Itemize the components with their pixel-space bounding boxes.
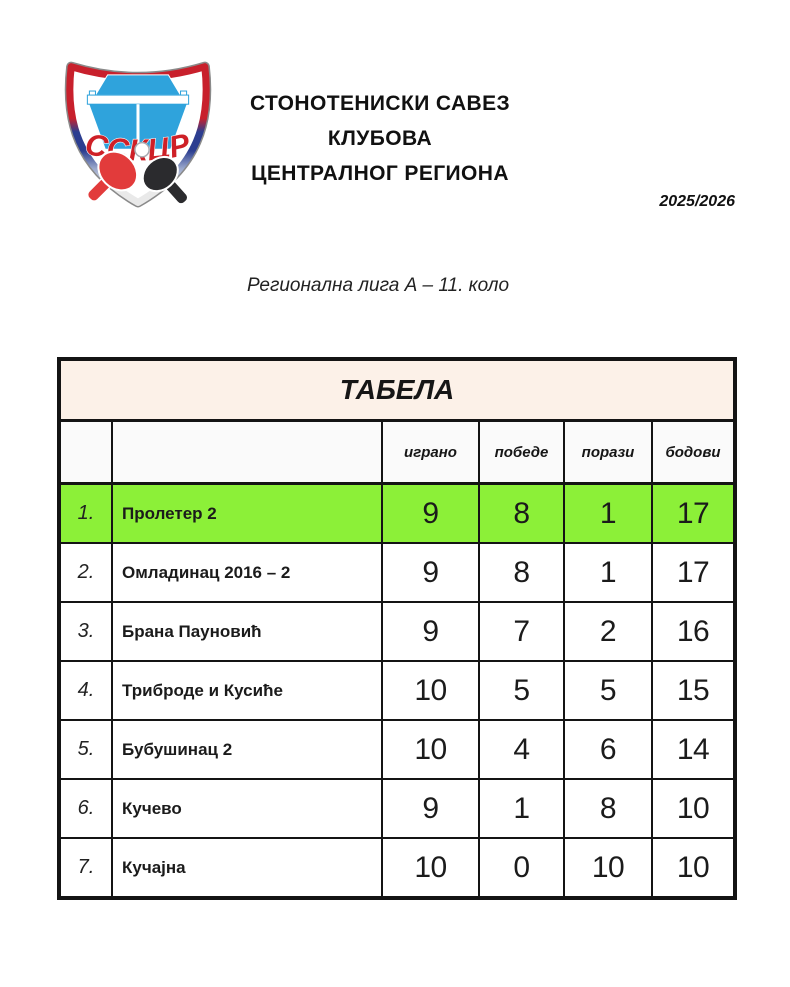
shield-logo-icon: ССКЦР [64, 61, 212, 208]
losses-cell: 8 [563, 778, 653, 839]
standings-table: ТАБЕЛА играно победе порази бодови 1. Пр… [57, 357, 737, 900]
table-row: 1. Пролетер 2 9 8 1 17 [58, 482, 736, 544]
losses-cell: 10 [563, 837, 653, 899]
losses-cell: 1 [563, 542, 653, 603]
wins-cell: 8 [478, 482, 565, 544]
col-header-losses: порази [563, 419, 653, 485]
club-name-cell: Кучево [111, 778, 383, 839]
club-name-cell: Бубушинац 2 [111, 719, 383, 780]
points-cell: 10 [651, 837, 736, 899]
points-cell: 10 [651, 778, 736, 839]
rank-cell: 6. [58, 778, 113, 839]
column-header-row: играно победе порази бодови [58, 419, 736, 485]
losses-cell: 5 [563, 660, 653, 721]
rank-cell: 1. [58, 482, 113, 544]
points-cell: 16 [651, 601, 736, 662]
played-cell: 9 [381, 482, 480, 544]
table-title: ТАБЕЛА [58, 358, 736, 422]
rank-cell: 3. [58, 601, 113, 662]
table-title-row: ТАБЕЛА [58, 358, 736, 422]
points-cell: 14 [651, 719, 736, 780]
points-cell: 15 [651, 660, 736, 721]
club-name-cell: Кучајна [111, 837, 383, 899]
played-cell: 10 [381, 837, 480, 899]
rank-cell: 2. [58, 542, 113, 603]
rank-cell: 4. [58, 660, 113, 721]
col-header-rank [58, 419, 113, 485]
org-title-line-2: КЛУБОВА [327, 127, 433, 150]
rank-cell: 7. [58, 837, 113, 899]
col-header-wins: победе [478, 419, 565, 485]
wins-cell: 8 [478, 542, 565, 603]
ball-icon [134, 141, 150, 158]
federation-logo: ССКЦР [57, 50, 219, 208]
org-title-line-1: СТОНОТЕНИСКИ САВЕЗ [249, 92, 511, 115]
played-cell: 9 [381, 778, 480, 839]
table-row: 3. Брана Пауновић 9 7 2 16 [58, 601, 736, 662]
table-row: 7. Кучајна 10 0 10 10 [58, 837, 736, 899]
losses-cell: 2 [563, 601, 653, 662]
club-name-cell: Брана Пауновић [111, 601, 383, 662]
red-paddle-icon [86, 150, 139, 202]
played-cell: 9 [381, 542, 480, 603]
rank-cell: 5. [58, 719, 113, 780]
wins-cell: 1 [478, 778, 565, 839]
played-cell: 10 [381, 660, 480, 721]
table-row: 4. Триброде и Кусиће 10 5 5 15 [58, 660, 736, 721]
played-cell: 10 [381, 719, 480, 780]
wins-cell: 7 [478, 601, 565, 662]
club-name-cell: Пролетер 2 [111, 482, 383, 544]
club-name-cell: Омладинац 2016 – 2 [111, 542, 383, 603]
points-cell: 17 [651, 482, 736, 544]
col-header-played: играно [381, 419, 480, 485]
wins-cell: 5 [478, 660, 565, 721]
losses-cell: 6 [563, 719, 653, 780]
table-row: 5. Бубушинац 2 10 4 6 14 [58, 719, 736, 780]
points-cell: 17 [651, 542, 736, 603]
table-row: 6. Кучево 9 1 8 10 [58, 778, 736, 839]
org-title: СТОНОТЕНИСКИ САВЕЗ КЛУБОВА ЦЕНТРАЛНОГ РЕ… [190, 86, 570, 191]
played-cell: 9 [381, 601, 480, 662]
table-row: 2. Омладинац 2016 – 2 9 8 1 17 [58, 542, 736, 603]
col-header-club [111, 419, 383, 485]
club-name-cell: Триброде и Кусиће [111, 660, 383, 721]
league-round-subtitle: Регионална лига А – 11. коло [246, 275, 510, 296]
wins-cell: 0 [478, 837, 565, 899]
org-title-line-3: ЦЕНТРАЛНОГ РЕГИОНА [251, 162, 509, 185]
season-label: 2025/2026 [659, 193, 735, 210]
losses-cell: 1 [563, 482, 653, 544]
col-header-points: бодови [651, 419, 736, 485]
wins-cell: 4 [478, 719, 565, 780]
black-paddle-icon [141, 155, 189, 205]
